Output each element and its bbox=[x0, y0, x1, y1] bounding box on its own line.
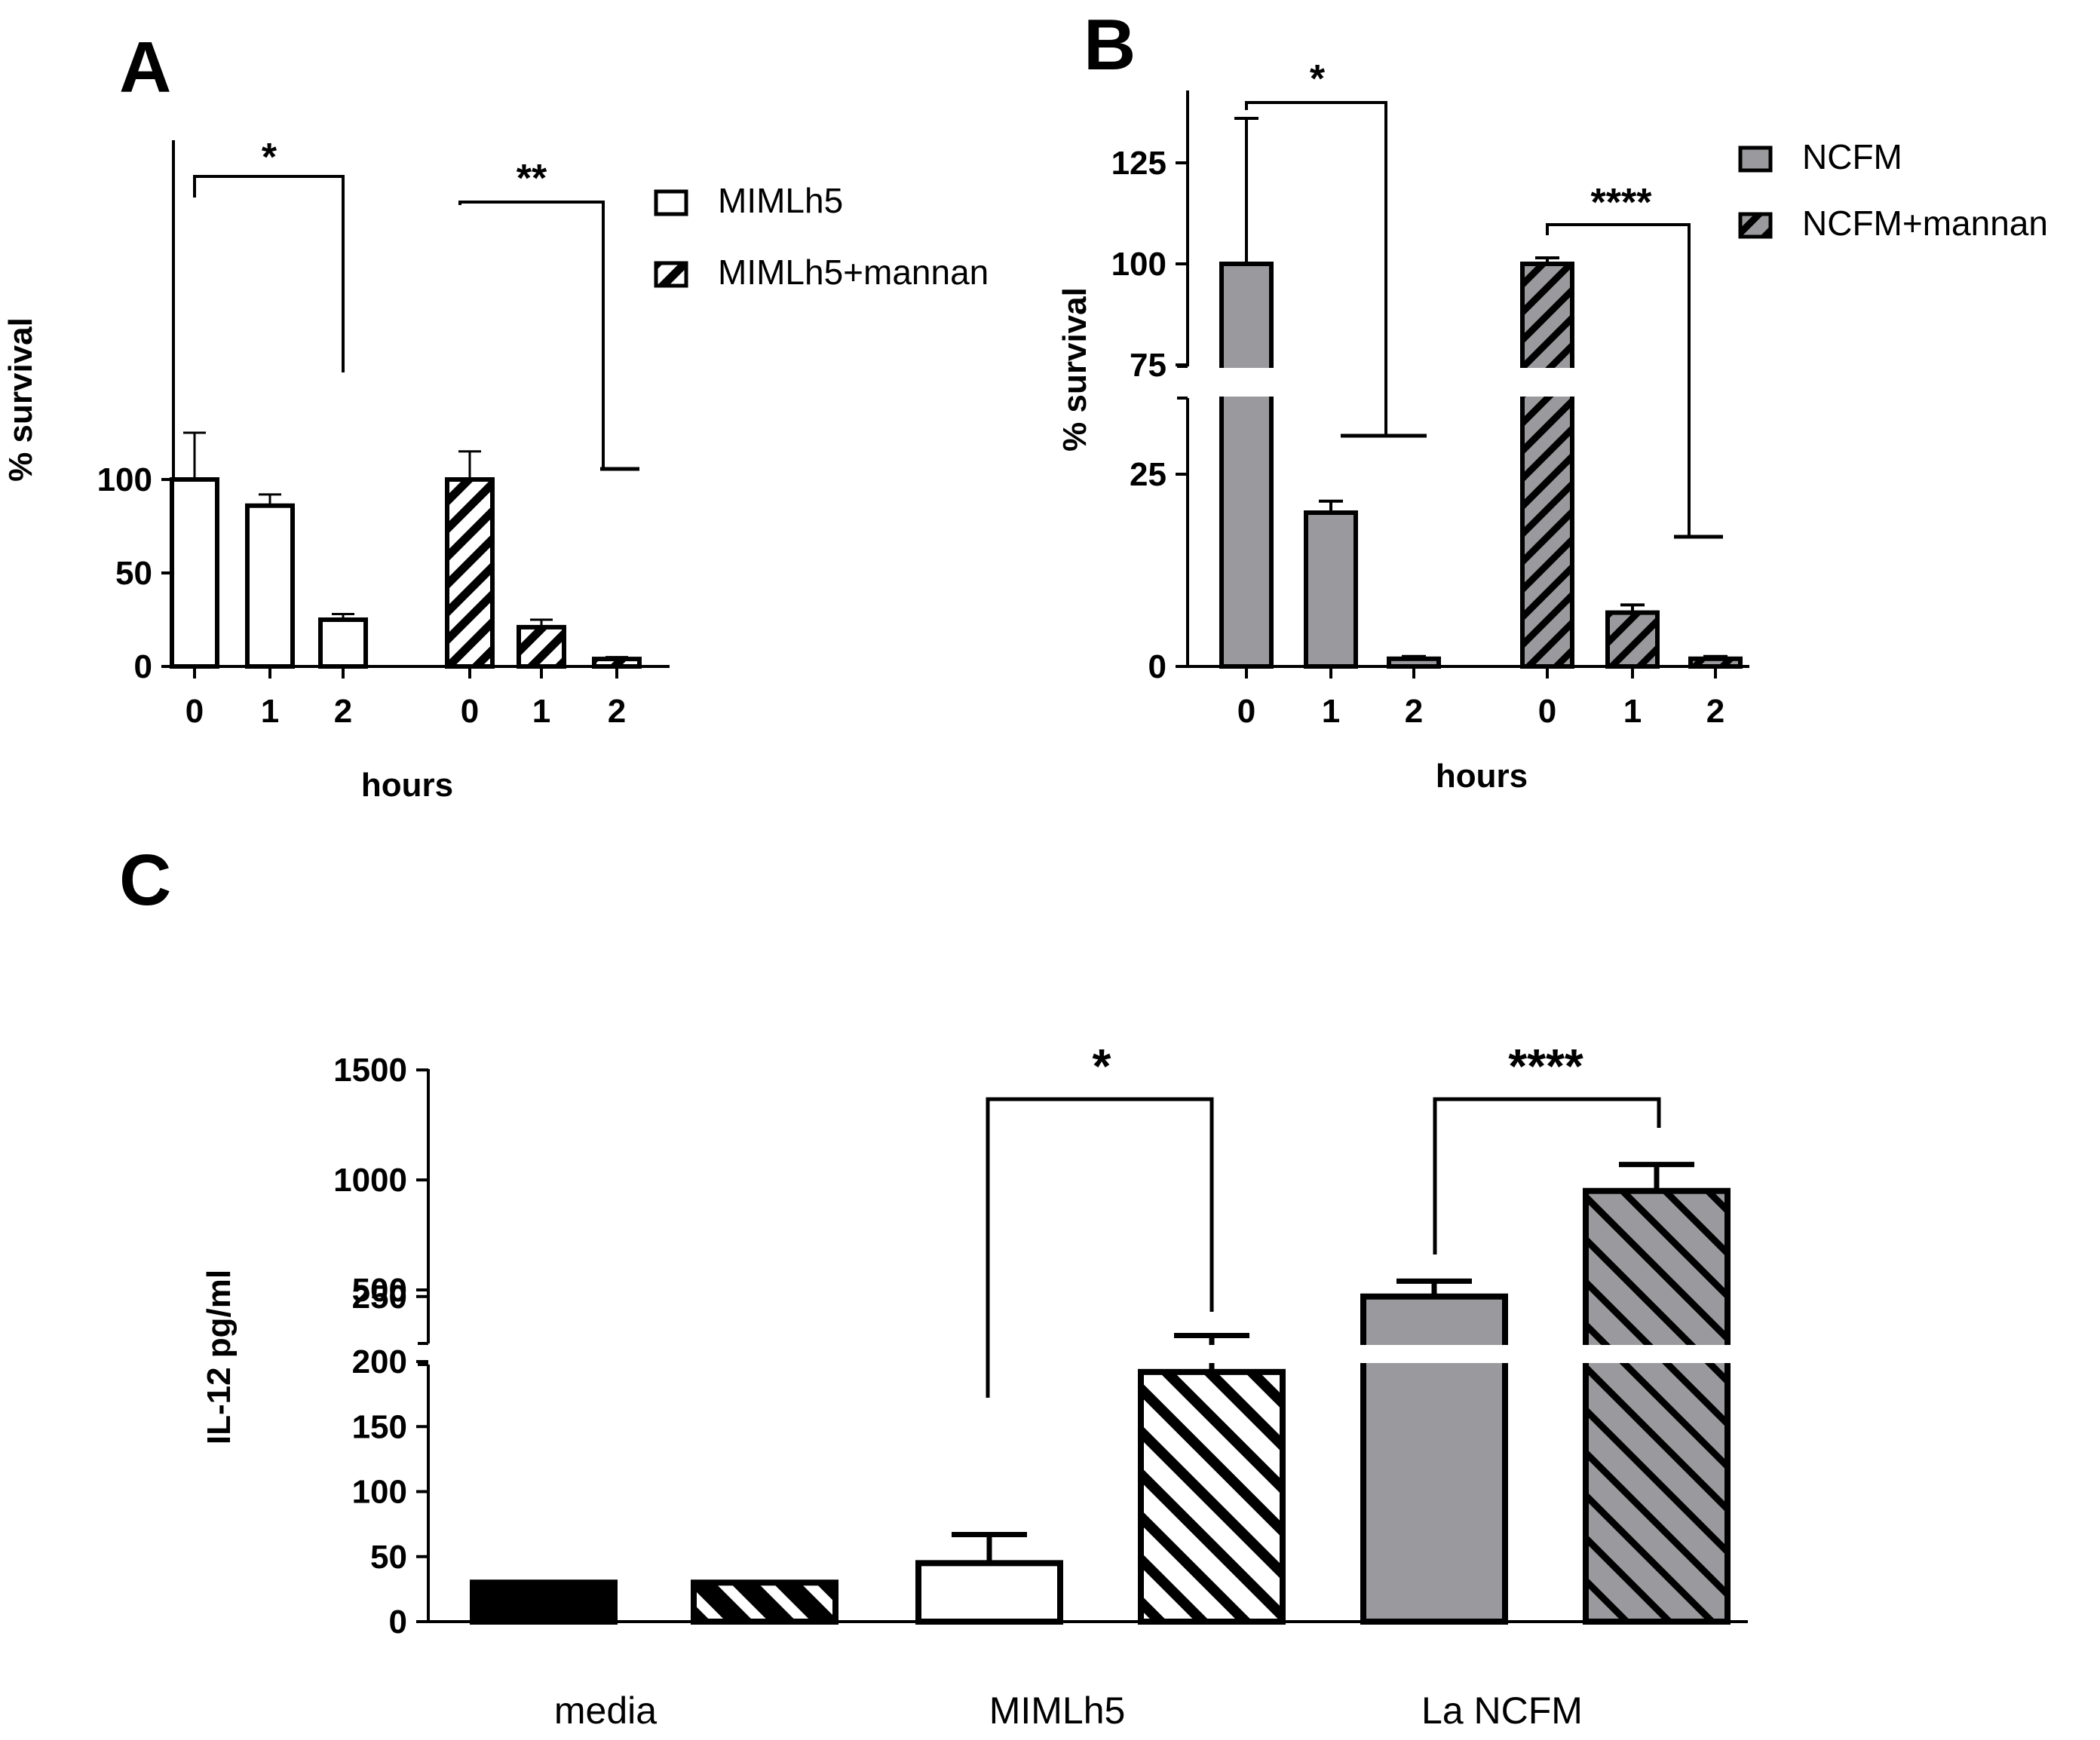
axis-break-gap bbox=[1191, 368, 1749, 397]
x-tick-label: 1 bbox=[261, 693, 279, 730]
significance-bracket bbox=[1245, 101, 1387, 436]
y-tick-label: 50 bbox=[370, 1539, 407, 1576]
legend-swatch bbox=[1738, 146, 1773, 173]
bar bbox=[517, 624, 566, 669]
x-tick-label: 0 bbox=[461, 693, 479, 730]
x-tick-label: 1 bbox=[1322, 693, 1340, 730]
x-group-label: La NCFM bbox=[1421, 1689, 1583, 1732]
y-tick-label: 1000 bbox=[333, 1162, 407, 1199]
significance-label: * bbox=[262, 136, 277, 179]
x-tick-label: 2 bbox=[334, 693, 352, 730]
x-tick-label: 0 bbox=[1237, 693, 1255, 730]
bar bbox=[1304, 510, 1358, 669]
bar bbox=[445, 477, 495, 669]
y-tick-label: 125 bbox=[1111, 145, 1166, 182]
legend-swatch bbox=[1738, 212, 1773, 239]
legend-swatch bbox=[654, 261, 688, 288]
significance-bracket bbox=[986, 1097, 1214, 1398]
x-axis-title: hours bbox=[1436, 758, 1528, 795]
y-tick-label: 50 bbox=[115, 555, 152, 592]
axis-break-gap bbox=[431, 1345, 1758, 1363]
bar bbox=[318, 617, 368, 669]
x-tick-label: 1 bbox=[532, 693, 550, 730]
x-tick-label: 0 bbox=[185, 693, 204, 730]
panel-letter-a: A bbox=[119, 27, 171, 108]
bar bbox=[245, 503, 295, 669]
significance-label: * bbox=[1310, 57, 1326, 101]
significance-label: **** bbox=[1591, 181, 1653, 225]
y-tick-label: 250 bbox=[352, 1279, 407, 1316]
bar bbox=[1583, 1187, 1731, 1625]
y-axis-title: IL-12 pg/ml bbox=[201, 1270, 238, 1444]
y-tick-label: 200 bbox=[352, 1343, 407, 1380]
bar bbox=[915, 1560, 1063, 1625]
bar bbox=[470, 1579, 618, 1625]
bar bbox=[1219, 262, 1274, 669]
x-tick-label: 1 bbox=[1623, 693, 1642, 730]
bar bbox=[1605, 610, 1660, 669]
y-tick-label: 150 bbox=[352, 1408, 407, 1445]
bar bbox=[1520, 262, 1574, 669]
x-group-label: media bbox=[554, 1689, 657, 1732]
legend-swatch bbox=[654, 189, 688, 216]
significance-bracket bbox=[1546, 223, 1691, 537]
x-tick-label: 0 bbox=[1538, 693, 1556, 730]
bar bbox=[691, 1579, 838, 1625]
x-tick-label: 2 bbox=[1405, 693, 1423, 730]
y-tick-label: 0 bbox=[389, 1604, 407, 1640]
legend-label: NCFM+mannan bbox=[1802, 204, 2048, 243]
panel-letter-b: B bbox=[1084, 5, 1136, 85]
x-tick-label: 2 bbox=[608, 693, 626, 730]
y-tick-label: 100 bbox=[1111, 246, 1166, 283]
y-axis-title: % survival bbox=[2, 317, 39, 482]
x-group-label: MIMLh5 bbox=[989, 1689, 1126, 1732]
x-tick-label: 2 bbox=[1706, 693, 1724, 730]
panel-letter-c: C bbox=[119, 840, 171, 921]
y-tick-label: 500 bbox=[352, 1272, 407, 1309]
legend-label: NCFM bbox=[1802, 137, 1902, 176]
y-tick-label: 0 bbox=[134, 648, 152, 685]
legend-label: MIMLh5 bbox=[718, 181, 843, 220]
significance-bracket bbox=[1433, 1097, 1661, 1254]
y-tick-label: 25 bbox=[1130, 456, 1166, 493]
y-tick-label: 100 bbox=[97, 461, 152, 498]
significance-label: **** bbox=[1508, 1039, 1583, 1093]
significance-label: * bbox=[1093, 1039, 1111, 1093]
bar bbox=[592, 657, 642, 669]
bar bbox=[1688, 656, 1743, 669]
y-tick-label: 1500 bbox=[333, 1052, 407, 1089]
legend-label: MIMLh5+mannan bbox=[718, 253, 989, 292]
y-tick-label: 75 bbox=[1130, 347, 1166, 384]
significance-label: ** bbox=[517, 157, 547, 201]
bar bbox=[1138, 1368, 1286, 1625]
x-axis-title: hours bbox=[361, 767, 453, 804]
significance-bracket bbox=[458, 201, 605, 469]
y-tick-label: 100 bbox=[352, 1474, 407, 1511]
bar bbox=[1387, 656, 1441, 669]
bar bbox=[170, 477, 219, 669]
y-axis-title: % survival bbox=[1056, 287, 1093, 452]
significance-bracket bbox=[193, 175, 345, 372]
y-tick-label: 0 bbox=[1148, 648, 1166, 685]
